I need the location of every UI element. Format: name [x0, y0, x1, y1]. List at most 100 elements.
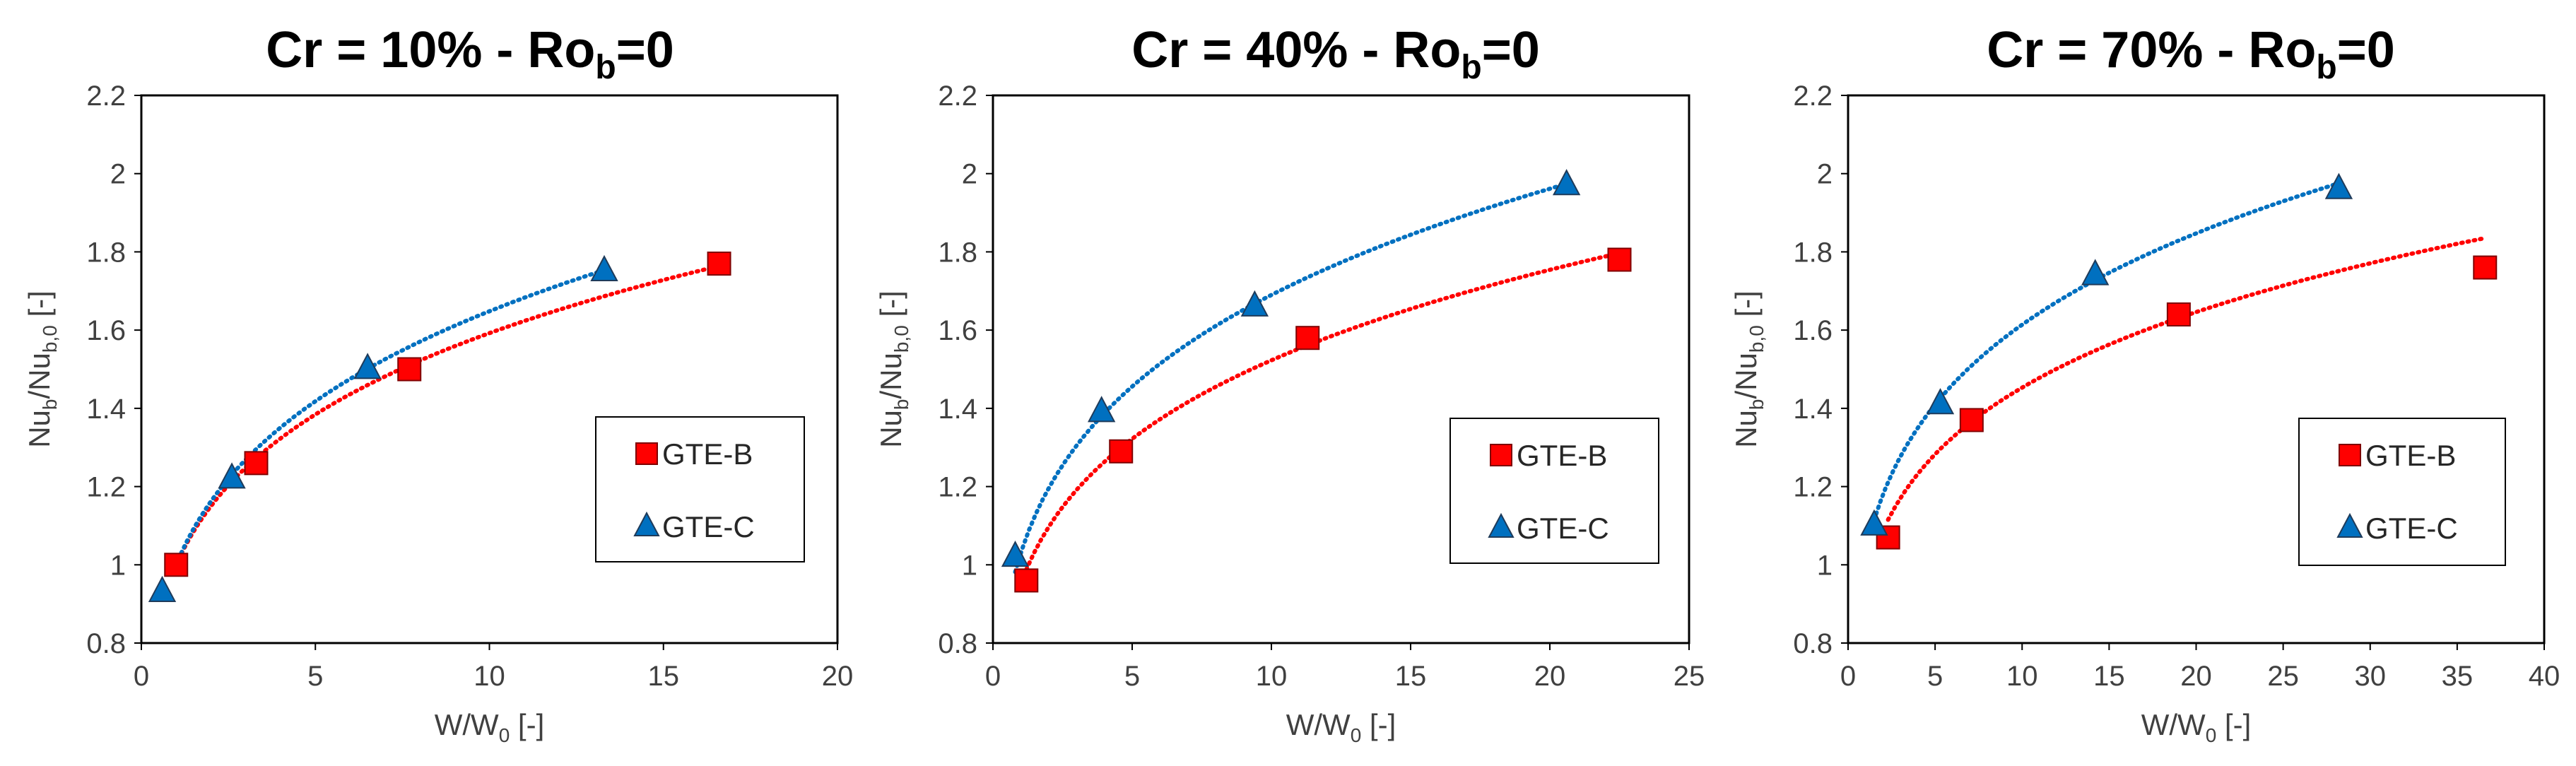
y-tick-label: 2.2: [86, 81, 126, 112]
x-tick-label: 35: [2442, 661, 2474, 692]
y-tick-label: 2: [110, 159, 126, 190]
x-tick-label: 25: [1674, 661, 1705, 692]
y-tick-label: 0.8: [86, 628, 126, 659]
y-tick-label: 2: [1817, 159, 1833, 190]
chart-title: Cr = 70% - Rob=0: [1987, 22, 2395, 86]
y-tick-label: 1.8: [938, 237, 977, 268]
data-point-gte-c: [1240, 290, 1269, 317]
y-tick-label: 1.4: [938, 394, 977, 425]
x-tick-label: 20: [1534, 661, 1566, 692]
data-point-gte-b: [1959, 408, 1984, 432]
data-point-gte-b: [1014, 568, 1039, 593]
data-point-gte-b: [164, 553, 189, 577]
legend-marker-gte-c: [2336, 512, 2363, 538]
x-axis-label: W/W0 [-]: [1286, 708, 1396, 746]
y-tick-label: 1.2: [1793, 472, 1833, 503]
chart-panel-1: Cr = 10% - Rob=0 0.8 1 1.2 1.4 1.6 1.8 2 2.2 0 5 10…: [23, 22, 853, 746]
x-tick-label: 5: [307, 661, 323, 692]
y-tick-label: 2: [962, 159, 977, 190]
x-tick-label: 15: [648, 661, 680, 692]
chart-title: Cr = 10% - Rob=0: [266, 22, 674, 86]
legend-marker-gte-c: [633, 511, 660, 536]
chart-panel-3: Cr = 70% - Rob=0 0.8 1 1.2 1.4 1.6 1.8 2 2.2 0 5 10…: [1729, 22, 2560, 746]
data-point-gte-c: [1001, 540, 1030, 567]
legend-label-gte-c: GTE-C: [1517, 512, 1609, 545]
data-point-gte-b: [1295, 326, 1320, 350]
y-tick-label: 1.4: [1793, 394, 1833, 425]
y-axis-label: Nub/Nub,0 [-]: [874, 290, 912, 448]
x-tick-label: 25: [2267, 661, 2299, 692]
legend: GTE-B GTE-C: [595, 416, 805, 562]
data-point-gte-c: [218, 462, 246, 489]
trendline-gte-b: [174, 264, 722, 567]
legend: GTE-B GTE-C: [2298, 418, 2506, 566]
legend-label-gte-c: GTE-C: [662, 510, 755, 543]
data-point-gte-c: [148, 575, 177, 602]
y-axis-label: Nub/Nub,0 [-]: [1729, 290, 1768, 448]
y-tick-label: 1.6: [938, 315, 977, 346]
data-point-gte-c: [1926, 388, 1955, 415]
y-tick-label: 1.6: [86, 315, 126, 346]
x-tick-label: 20: [2180, 661, 2212, 692]
data-point-gte-b: [2166, 302, 2191, 326]
y-tick-label: 1.4: [86, 394, 126, 425]
y-tick-label: 1.6: [1793, 315, 1833, 346]
x-tick-label: 5: [1124, 661, 1140, 692]
y-tick-label: 0.8: [1793, 628, 1833, 659]
y-tick-label: 1.8: [1793, 237, 1833, 268]
y-tick-label: 1.2: [86, 472, 126, 503]
legend-box: [595, 416, 805, 562]
data-point-gte-c: [2081, 259, 2110, 285]
data-point-gte-c: [590, 254, 618, 282]
x-axis-label: W/W0 [-]: [435, 708, 545, 746]
legend-box: [1449, 418, 1659, 564]
data-point-gte-c: [353, 353, 382, 379]
trendline-gte-c: [1871, 181, 2341, 522]
x-tick-label: 10: [474, 661, 505, 692]
y-tick-label: 1.8: [86, 237, 126, 268]
legend-label-gte-b: GTE-B: [2365, 439, 2456, 472]
data-point-gte-c: [1860, 509, 1888, 536]
data-point-gte-c: [1552, 169, 1581, 196]
x-tick-label: 5: [1927, 661, 1943, 692]
legend-label-gte-c: GTE-C: [2365, 512, 2458, 545]
y-tick-label: 1: [1817, 550, 1833, 581]
legend: GTE-B GTE-C: [1449, 418, 1659, 564]
data-point-gte-c: [2324, 172, 2353, 199]
data-point-gte-b: [397, 357, 422, 382]
trendline-gte-c: [1013, 182, 1569, 574]
data-point-gte-b: [244, 451, 269, 476]
data-point-gte-b: [1607, 247, 1632, 272]
legend-label-gte-b: GTE-B: [662, 437, 753, 471]
x-tick-label: 30: [2355, 661, 2387, 692]
y-tick-label: 0.8: [938, 628, 977, 659]
y-tick-label: 1.2: [938, 472, 977, 503]
legend-box: [2298, 418, 2506, 566]
x-tick-label: 0: [1840, 661, 1856, 692]
legend-marker-gte-b: [2339, 444, 2361, 466]
x-tick-label: 0: [134, 661, 149, 692]
x-tick-label: 15: [2093, 661, 2125, 692]
x-tick-label: 10: [1256, 661, 1288, 692]
chart-panel-2: Cr = 40% - Rob=0 0.8 1 1.2 1.4 1.6 1.8 2 2.2 0 5 10…: [874, 22, 1705, 746]
data-point-gte-b: [2473, 255, 2498, 280]
legend-marker-gte-b: [1490, 444, 1512, 466]
x-tick-label: 40: [2529, 661, 2560, 692]
chart-title: Cr = 40% - Rob=0: [1131, 22, 1540, 86]
legend-marker-gte-b: [635, 442, 658, 465]
plot-area: [992, 94, 1690, 644]
legend-label-gte-b: GTE-B: [1517, 439, 1607, 472]
x-tick-label: 15: [1395, 661, 1427, 692]
y-tick-label: 1: [110, 550, 126, 581]
data-point-gte-b: [1109, 439, 1134, 464]
y-tick-label: 2.2: [1793, 81, 1833, 112]
x-tick-label: 0: [985, 661, 1001, 692]
x-tick-label: 10: [2006, 661, 2038, 692]
y-tick-label: 1: [962, 550, 977, 581]
legend-marker-gte-c: [1488, 512, 1515, 538]
y-tick-label: 2.2: [938, 81, 977, 112]
data-point-gte-b: [707, 252, 731, 276]
y-axis-label: Nub/Nub,0 [-]: [23, 290, 61, 448]
x-tick-label: 20: [822, 661, 854, 692]
